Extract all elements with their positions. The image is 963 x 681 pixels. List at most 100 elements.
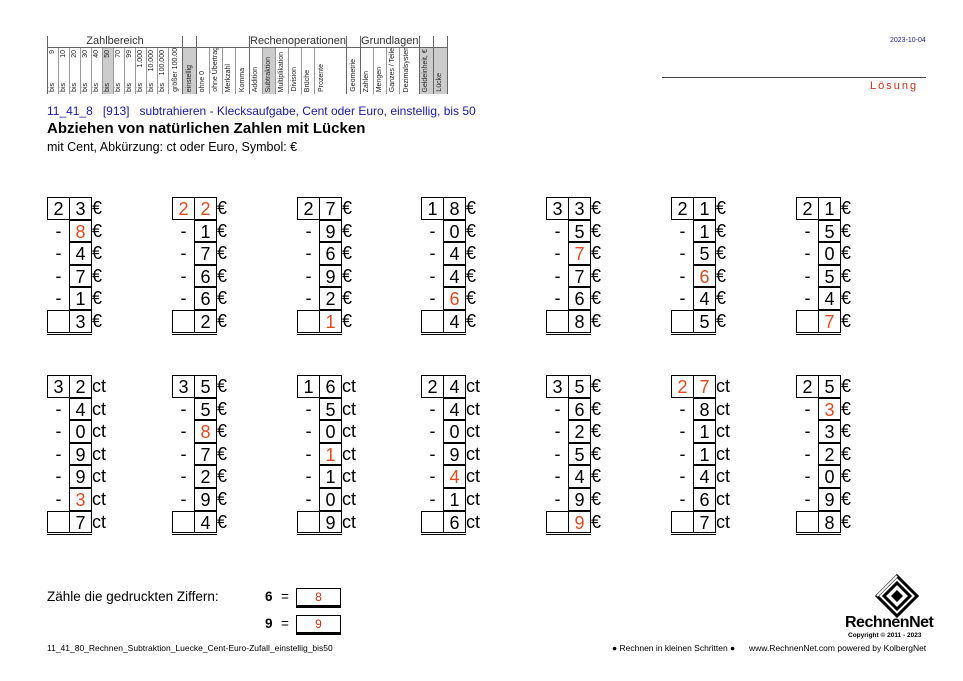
digit-cell: 1 bbox=[818, 197, 841, 220]
minus-sign: - bbox=[305, 220, 312, 241]
header-column-label: 9 bbox=[49, 50, 56, 54]
minus-sign: - bbox=[55, 443, 62, 464]
subtrahend-row: -1 ct bbox=[671, 442, 741, 466]
minuend-row: 2 7 € bbox=[297, 197, 367, 220]
exercise: 2 1 € -5 € -0 € -5 € -4 €7 € bbox=[796, 197, 866, 335]
result-cell: 7 bbox=[693, 510, 716, 534]
unit-label: ct bbox=[466, 511, 481, 532]
minus-sign: - bbox=[55, 466, 62, 487]
unit-label: € bbox=[591, 443, 602, 464]
unit-label: € bbox=[92, 198, 103, 218]
sum-line bbox=[671, 331, 716, 335]
digit-cell: 4 bbox=[693, 287, 716, 310]
header-column-label: 50 bbox=[104, 50, 111, 58]
header-column-label: bis bbox=[126, 83, 133, 92]
header-column-label: 1.000 bbox=[137, 50, 144, 68]
unit-label: € bbox=[716, 310, 727, 331]
header-column: Ganzes / Teile bbox=[387, 48, 401, 94]
digit-cell: 3 bbox=[69, 487, 92, 511]
header-column-label: Geldeinheit, € / ct bbox=[422, 48, 430, 92]
digit-cell: 3 bbox=[568, 197, 591, 220]
sum-line bbox=[671, 532, 716, 536]
header-column: 30 bis bbox=[81, 48, 92, 94]
header-column-label: Addition bbox=[252, 66, 259, 92]
header-column-label: 100.000 bbox=[159, 50, 166, 76]
minus-sign: - bbox=[429, 288, 436, 309]
minus-sign: - bbox=[429, 265, 436, 286]
header-column-label: einstellig bbox=[185, 64, 193, 92]
minus-sign: - bbox=[554, 488, 561, 509]
digit-cell: 9 bbox=[194, 487, 217, 511]
header-column-label: Komma bbox=[238, 67, 246, 92]
minus-sign: - bbox=[305, 488, 312, 509]
unit-label: € bbox=[841, 265, 852, 286]
subtrahend-row: -8 ct bbox=[671, 397, 741, 421]
digit-cell: 2 bbox=[297, 197, 320, 220]
subtrahend-row: -9 € bbox=[172, 487, 242, 511]
unit-label: € bbox=[92, 288, 103, 309]
digit-cell: 0 bbox=[319, 487, 342, 511]
solution-label: Lösung bbox=[870, 80, 919, 92]
unit-label: € bbox=[591, 511, 602, 532]
unit-label: ct bbox=[466, 488, 481, 509]
subtrahend-row: -8 € bbox=[172, 420, 242, 443]
empty-cell bbox=[297, 309, 320, 333]
unit-label: ct bbox=[92, 443, 107, 464]
subtrahend-row: -3 ct bbox=[47, 487, 117, 511]
minus-sign: - bbox=[305, 398, 312, 419]
subtrahend-row: -4 ct bbox=[421, 397, 491, 421]
result-row: 5 € bbox=[671, 309, 741, 335]
unit-label: € bbox=[466, 243, 477, 264]
minus-sign: - bbox=[679, 398, 686, 419]
unit-label: € bbox=[841, 398, 852, 419]
subtrahend-row: -0 ct bbox=[421, 420, 491, 443]
result-cell: 4 bbox=[194, 510, 217, 534]
digit-cell: 0 bbox=[443, 219, 466, 243]
minus-sign: - bbox=[180, 398, 187, 419]
exercise: 3 3 € -5 € -7 € -7 € -6 €8 € bbox=[546, 197, 616, 335]
digit-cell: 5 bbox=[194, 375, 217, 398]
digit-cell: 0 bbox=[319, 420, 342, 443]
digit-cell: 1 bbox=[693, 420, 716, 443]
result-row: 7 ct bbox=[47, 510, 117, 536]
subtrahend-row: -4 € bbox=[796, 287, 866, 310]
unit-label: ct bbox=[342, 421, 357, 442]
result-row: 7 € bbox=[796, 309, 866, 335]
result-cell: 2 bbox=[194, 309, 217, 333]
unit-label: ct bbox=[92, 488, 107, 509]
digit-cell: 8 bbox=[693, 397, 716, 421]
digit-cell: 2 bbox=[796, 375, 819, 398]
count-digit: 6 bbox=[265, 589, 273, 604]
unit-label: € bbox=[92, 220, 103, 241]
header-column-label: Prozente bbox=[317, 63, 325, 92]
digit-cell: 1 bbox=[319, 465, 342, 488]
empty-cell bbox=[796, 309, 819, 333]
unit-label: € bbox=[841, 376, 852, 396]
result-cell: 7 bbox=[69, 510, 92, 534]
header-column-label: bis bbox=[159, 83, 166, 92]
result-cell: 8 bbox=[818, 510, 841, 534]
minus-sign: - bbox=[679, 265, 686, 286]
header-column: Dezimalsystem bbox=[400, 48, 413, 94]
header-column-label: bis bbox=[60, 83, 67, 92]
digit-cell: 6 bbox=[443, 287, 466, 310]
subtrahend-row: -6 ct bbox=[671, 487, 741, 511]
exercise: 2 4 ct -4 ct -0 ct -9 ct -4 ct -1 ct 6 ct bbox=[421, 375, 491, 536]
unit-label: € bbox=[716, 265, 727, 286]
exercise: 2 7 € -9 € -6 € -9 € -2 €1 € bbox=[297, 197, 367, 335]
minus-sign: - bbox=[55, 488, 62, 509]
subtrahend-row: -0 ct bbox=[297, 420, 367, 443]
minuend-row: 3 2 ct bbox=[47, 375, 117, 398]
unit-label: € bbox=[591, 243, 602, 264]
digit-cell: 5 bbox=[693, 242, 716, 265]
unit-label: € bbox=[591, 220, 602, 241]
unit-label: € bbox=[92, 265, 103, 286]
sum-line bbox=[421, 532, 466, 536]
subtrahend-row: -9 € bbox=[796, 487, 866, 511]
unit-label: € bbox=[591, 466, 602, 487]
count-label: Zähle die gedruckten Ziffern: bbox=[47, 589, 219, 604]
exercise: 2 5 € -3 € -3 € -2 € -0 € -9 €8 € bbox=[796, 375, 866, 536]
digit-cell: 0 bbox=[443, 420, 466, 443]
sum-line bbox=[297, 331, 342, 335]
header-group: Geldeinheit, € / ct bbox=[418, 36, 433, 94]
